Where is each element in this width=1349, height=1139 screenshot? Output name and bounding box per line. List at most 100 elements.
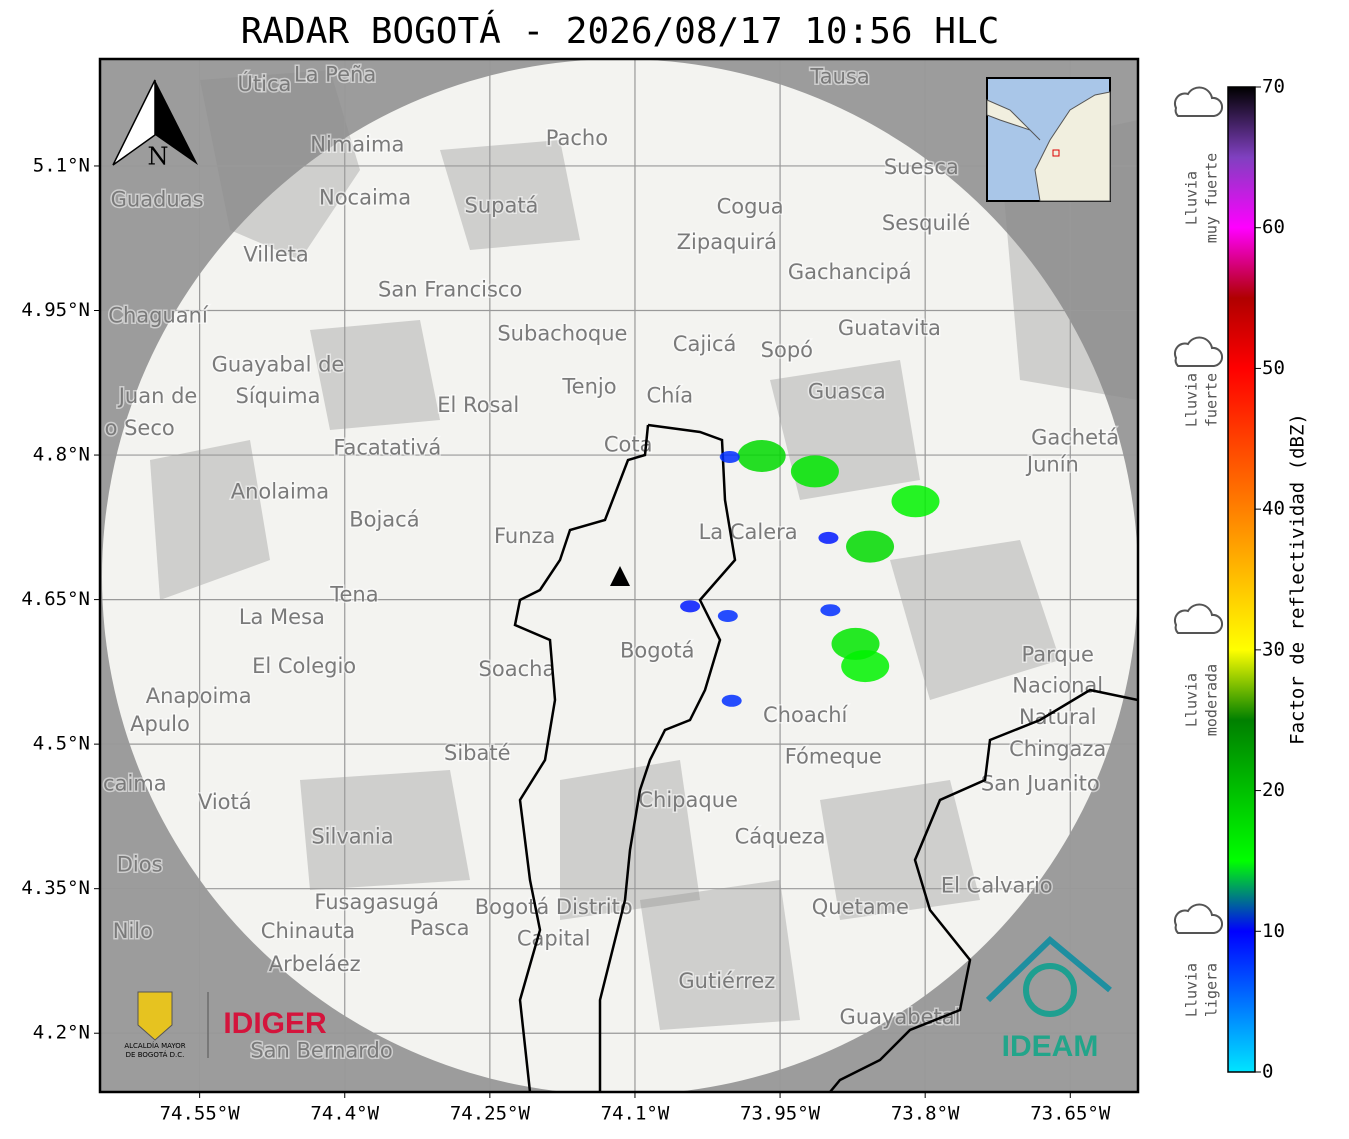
rain-class-label: Lluvia — [1183, 673, 1201, 727]
place-label: Tenjo — [561, 375, 616, 399]
x-tick-label: 74.25°W — [450, 1103, 531, 1125]
logo-text: ALCALDÍA MAYOR — [124, 1041, 185, 1050]
place-label: Dios — [117, 853, 163, 877]
place-label: Sopó — [761, 338, 813, 362]
colorbar-scale — [1227, 86, 1256, 1073]
radar-echoes — [680, 440, 940, 707]
y-tick-label: 4.2°N — [33, 1022, 90, 1044]
echo — [818, 531, 839, 544]
place-label: Capital — [517, 927, 591, 951]
place-label: Síquima — [236, 384, 321, 408]
place-label: Gachetá — [1031, 426, 1119, 450]
colorbar-tick-label: 40 — [1262, 498, 1285, 520]
x-tick-label: 74.4°W — [310, 1103, 379, 1125]
rain-class-label: muy fuerte — [1203, 153, 1221, 243]
echo — [846, 530, 895, 563]
place-label: Nacional — [1012, 673, 1103, 697]
place-label: Nimaima — [310, 133, 404, 157]
place-label: Anolaima — [231, 480, 329, 504]
logo-idiger: IDIGER — [223, 1007, 327, 1040]
echo — [841, 650, 890, 683]
place-label: Nocaima — [319, 186, 411, 210]
radar-site — [610, 566, 630, 586]
place-label: Funza — [494, 524, 555, 548]
place-label: Bogotá — [620, 639, 695, 663]
colorbar-tick-label: 20 — [1262, 779, 1285, 801]
place-label: Cáqueza — [735, 825, 826, 849]
place-label: Tena — [329, 583, 378, 607]
x-tick-label: 73.8°W — [891, 1103, 960, 1125]
place-label: caima — [103, 772, 167, 796]
x-tick-label: 73.95°W — [740, 1103, 821, 1125]
echo — [820, 604, 841, 617]
place-label: Villeta — [243, 243, 308, 267]
place-label: Arbeláez — [269, 952, 361, 976]
place-label: Silvania — [311, 825, 393, 849]
place-label: Parque — [1021, 642, 1093, 666]
place-label: Chingaza — [1009, 737, 1106, 761]
logo-ideam-text: IDEAM — [1002, 1030, 1099, 1063]
place-label: Chinauta — [261, 919, 355, 943]
place-label: Choachí — [763, 703, 849, 727]
place-label: Sesquilé — [882, 211, 970, 235]
place-label: San Bernardo — [250, 1039, 392, 1063]
rain-class-label: fuerte — [1203, 373, 1221, 427]
place-label: Juan de — [117, 384, 198, 408]
place-label: Pacho — [546, 126, 608, 150]
grid — [100, 59, 1138, 1092]
place-label: Chipaque — [638, 788, 738, 812]
place-label: Guayabal de — [212, 352, 345, 376]
place-label: Sibaté — [444, 741, 511, 765]
colorbar: Factor de reflectividad (dBZ) 0 10 20 30 40 5… — [1227, 76, 1309, 1083]
echo — [717, 609, 738, 622]
place-label: Cogua — [717, 194, 784, 218]
echo — [737, 440, 786, 473]
place-label: o Seco — [105, 416, 175, 440]
colorbar-label: Factor de reflectividad (dBZ) — [1287, 413, 1309, 745]
y-tick-label: 4.65°N — [21, 588, 90, 610]
rain-class-label: ligera — [1203, 963, 1221, 1017]
place-label: Soacha — [479, 657, 556, 681]
place-label: Apulo — [130, 712, 190, 736]
place-label: San Juanito — [981, 772, 1100, 796]
place-label: Suesca — [884, 155, 959, 179]
place-label: La Mesa — [239, 605, 325, 629]
place-label: Supatá — [464, 193, 538, 217]
place-label: Zipaquirá — [677, 230, 777, 254]
x-tick-label: 74.1°W — [601, 1103, 670, 1125]
rain-icon — [1173, 336, 1223, 367]
north-label: N — [148, 143, 169, 171]
place-label: El Calvario — [941, 874, 1053, 898]
y-tick-label: 4.8°N — [33, 444, 90, 466]
place-label: Gutiérrez — [678, 969, 775, 993]
place-label: El Rosal — [437, 393, 519, 417]
echo — [719, 450, 740, 463]
place-label: Subachoque — [497, 322, 627, 346]
colorbar-tick-label: 0 — [1262, 1061, 1273, 1083]
x-tick-label: 73.65°W — [1030, 1103, 1111, 1125]
rain-class-label: moderada — [1203, 664, 1221, 736]
place-label: Chía — [646, 383, 693, 407]
logo-alcaldia: ALCALDÍA MAYOR DE BOGOTÁ D.C. IDIGER — [124, 991, 327, 1059]
place-label: Fusagasugá — [314, 890, 439, 914]
map-frame — [98, 57, 1140, 1094]
y-tick-label: 5.1°N — [33, 154, 90, 176]
y-tick-label: 4.5°N — [33, 733, 90, 755]
rain-class-label: Lluvia — [1183, 963, 1201, 1017]
echo — [891, 485, 940, 518]
rain-icon — [1173, 86, 1223, 117]
colorbar-tick-label: 10 — [1262, 920, 1285, 942]
logo-ideam: IDEAM — [985, 935, 1112, 1063]
echo — [680, 600, 701, 613]
colorbar-tick-label: 30 — [1262, 638, 1285, 660]
inset-map — [986, 77, 1111, 202]
north-arrow: N — [112, 79, 198, 171]
place-label: Chaguaní — [108, 303, 209, 327]
place-label: Anapoima — [146, 684, 252, 708]
rain-class-label: Lluvia — [1183, 171, 1201, 225]
place-label: Tausa — [809, 64, 869, 88]
place-label: Bogotá Distrito — [475, 895, 633, 919]
